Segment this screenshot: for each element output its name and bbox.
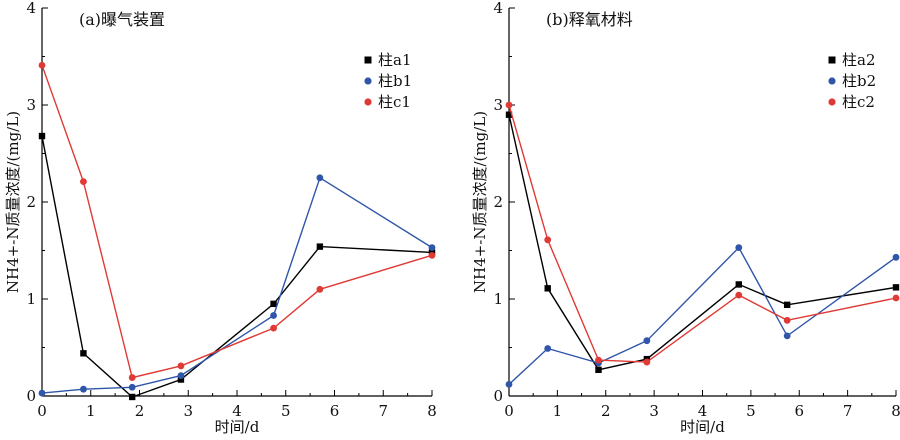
panel-b-x-axis-label: 时间/d <box>680 418 725 436</box>
panel-a-y-tick-label: 0 <box>26 387 36 405</box>
panel-a-series-2-point <box>270 312 277 319</box>
panel-a-series-1-point <box>80 350 87 357</box>
panel-b-series-3-line <box>508 104 897 363</box>
panel-b-series-1-line <box>508 114 897 371</box>
panel-b-x-tick-label: 1 <box>553 402 563 420</box>
panel-b-series-2-point <box>544 345 552 352</box>
panel-b-series-1-point <box>505 111 513 118</box>
panel-a-series-3-point <box>428 251 436 259</box>
panel-a-x-tick-label: 1 <box>86 402 96 420</box>
panel-a-y-tick-label: 2 <box>26 193 36 211</box>
panel-b-series-2-point <box>783 332 791 340</box>
panel-a-x-tick-label: 0 <box>37 402 47 420</box>
panel-a-x-tick-label: 6 <box>330 402 340 420</box>
panel-a-y-tick-label: 3 <box>26 96 36 114</box>
panel-b-y-axis-label: NH4+-N质量浓度/(mg/L) <box>471 111 489 293</box>
panel-a-series-1-point <box>128 393 136 401</box>
panel-a-series-3-point <box>270 324 277 332</box>
panel-a-series-2-point <box>128 383 136 391</box>
panel-a-x-tick-label: 8 <box>427 402 437 420</box>
panel-b-series-3-point <box>595 356 602 364</box>
panel-a-series-2-line <box>41 176 433 394</box>
panel-a-y-tick-label: 1 <box>26 290 36 308</box>
panel-b-title: (b)释氧材料 <box>546 10 633 29</box>
panel-a-series-3-point <box>316 285 324 293</box>
panel-a-x-tick-label: 5 <box>281 402 291 420</box>
panel-b-series-3-point <box>505 101 513 109</box>
panel-a-x-tick-label: 7 <box>378 402 388 420</box>
panel-b-x-tick-label: 0 <box>504 402 514 420</box>
panel-b-y-tick-label: 3 <box>493 96 503 114</box>
panel-a-series-3-point <box>128 374 136 381</box>
panel-a-series-3-point <box>80 178 87 186</box>
panel-b-x-tick-label: 4 <box>698 402 708 420</box>
panel-b-x-tick-label: 3 <box>649 402 659 420</box>
panel-b-x-tick-label: 6 <box>794 402 804 420</box>
panel-a-y-tick-label: 4 <box>26 0 36 17</box>
panel-a-series-3-point <box>177 362 185 370</box>
panel-b-legend-label: 柱a2 <box>842 51 876 69</box>
panel-b-series-1-point <box>735 281 742 288</box>
panel-a-legend-marker <box>364 77 372 85</box>
panel-b-series-2-line <box>508 246 897 385</box>
panel-a-legend-marker <box>364 98 372 106</box>
panel-a-series-1-point <box>177 376 185 383</box>
panel-a-series-2-point <box>177 372 185 380</box>
panel-a-x-axis-label: 时间/d <box>215 418 260 436</box>
panel-b-series-3-point <box>643 358 651 366</box>
panel-b-y-tick-label: 1 <box>493 290 503 308</box>
panel-a-y-axis-label: NH4+-N质量浓度/(mg/L) <box>4 111 22 293</box>
panel-b-series-3-point <box>892 294 900 302</box>
panel-b-x-tick-label: 8 <box>891 402 900 420</box>
panel-a-series-2-point <box>38 389 46 397</box>
panel-b-y-tick-label: 4 <box>493 0 503 17</box>
panel-b-series-2-point <box>505 380 513 388</box>
panel-a-series-3-point <box>38 61 46 69</box>
panel-a-legend-label: 柱c1 <box>378 93 411 111</box>
panel-b-series-1-point <box>544 285 551 292</box>
panel-b-x-tick-label: 5 <box>746 402 756 420</box>
panel-a-series-3-line <box>41 64 433 379</box>
panel-a-legend-label: 柱b1 <box>378 72 412 90</box>
panel-a-series-1-point <box>270 300 277 308</box>
panel-a-x-tick-label: 2 <box>135 402 145 420</box>
panel-b-series-1-point <box>892 284 900 291</box>
panel-a-series-1-point <box>38 132 46 140</box>
panel-b-x-tick-label: 2 <box>601 402 611 420</box>
panel-b-series-2-point <box>735 244 743 251</box>
panel-b-x-tick-label: 7 <box>843 402 853 420</box>
panel-b-series-3-point <box>544 236 552 244</box>
panel-b-series-2-point <box>643 337 651 345</box>
panel-a-series-2-point <box>428 244 436 251</box>
panel-a-series-2-point <box>316 174 324 182</box>
panel-b-legend-marker <box>828 77 836 85</box>
panel-a-x-tick-label: 3 <box>183 402 193 420</box>
panel-a-title: (a)曝气装置 <box>79 10 165 29</box>
panel-a-x-tick-label: 4 <box>232 402 242 420</box>
panel-b-series-1-point <box>783 301 791 309</box>
panel-b-series-3-point <box>735 291 743 299</box>
panel-a-series-1-point <box>316 243 324 250</box>
panel-b-y-tick-label: 0 <box>493 387 503 405</box>
panel-a-series-1-line <box>41 135 433 398</box>
panel-a-legend-marker <box>364 56 372 64</box>
panel-a-series-2-point <box>80 385 87 393</box>
panel-a-legend-label: 柱a1 <box>378 51 412 69</box>
panel-b-legend-marker <box>828 98 836 106</box>
panel-b-legend-label: 柱b2 <box>842 72 876 90</box>
panel-b-series-1-point <box>595 366 602 374</box>
panel-b-legend-label: 柱c2 <box>842 93 875 111</box>
panel-b-y-tick-label: 2 <box>493 193 503 211</box>
panel-b-series-3-point <box>783 316 791 324</box>
panel-b-series-2-point <box>892 253 900 261</box>
panel-b-legend-marker <box>828 56 836 64</box>
